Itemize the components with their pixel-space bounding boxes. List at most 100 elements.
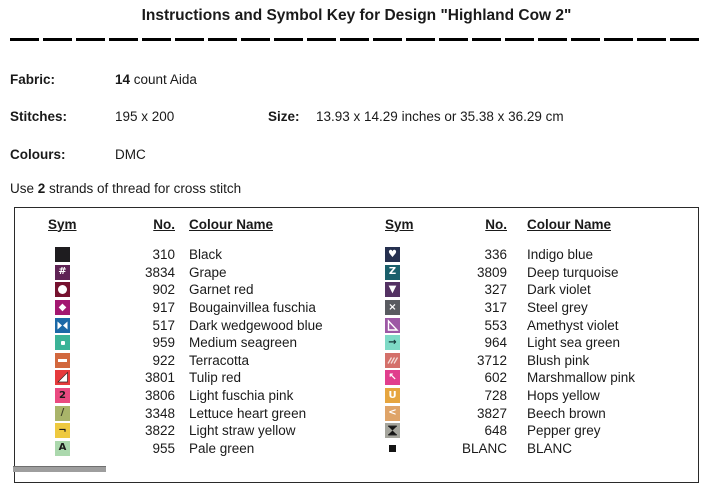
thread-number: 602 [484, 370, 507, 386]
symbol-swatch-text: 2 [55, 388, 70, 404]
symbol-swatch-hourglass [385, 423, 400, 439]
colour-name: Tulip red [189, 370, 242, 386]
thread-number: 955 [152, 440, 175, 456]
colour-name: Deep turquoise [527, 264, 619, 280]
header-no: No. [485, 216, 507, 232]
colour-name: Bougainvillea fuschia [189, 300, 316, 316]
symbol-glyph: U [388, 389, 397, 401]
symbol-cell [372, 352, 430, 370]
thread-number: 922 [152, 352, 175, 368]
symbol-glyph [389, 444, 396, 452]
symbol-swatch-text: # [55, 264, 70, 280]
symbol-swatch-text: U [385, 388, 400, 404]
symbol-glyph: ♥ [388, 248, 397, 260]
symbol-glyph: ¬ [58, 424, 67, 436]
symbol-cell [372, 422, 430, 440]
symbol-swatch-dash [55, 352, 70, 368]
header-colour-name: Colour Name [527, 216, 612, 232]
header-no: No. [153, 216, 175, 232]
symbol-cell: ↖ [372, 369, 430, 387]
symbol-glyph [60, 340, 65, 345]
symbol-swatch-text: ¬ [55, 423, 70, 439]
symbol-swatch-text: ♥ [385, 247, 400, 263]
symbol-glyph: / [60, 407, 65, 419]
colour-name: Grape [189, 264, 227, 280]
symbol-swatch-text: A [55, 440, 70, 456]
size-value: 13.93 x 14.29 inches or 35.38 x 36.29 cm [316, 109, 564, 124]
symbol-cell: ♥ [372, 246, 430, 264]
colour-name: Light sea green [527, 335, 621, 351]
thread-number: 3806 [144, 388, 175, 404]
thread-number: 336 [484, 247, 507, 263]
symbol-glyph: × [388, 301, 397, 313]
thread-number: 3809 [476, 264, 507, 280]
strands-note: Use 2 strands of thread for cross stitch [10, 181, 703, 196]
colour-name: Light straw yellow [189, 423, 296, 439]
symbol-glyph: A [58, 442, 67, 454]
symbol-swatch-text: Z [385, 264, 400, 280]
symbol-cell [15, 281, 83, 299]
symbol-swatch-tri-outline-bl [385, 317, 400, 333]
key-column-right: Sym No. Colour Name ♥ 336 Indigo blue Z 3809… [372, 212, 698, 457]
colour-name: Steel grey [527, 300, 588, 316]
symbol-cell: Z [372, 264, 430, 282]
header-colour-name: Colour Name [189, 216, 274, 232]
symbol-glyph: ◆ [58, 301, 67, 313]
colour-name: Dark violet [527, 282, 591, 298]
symbol-glyph: 2 [59, 389, 66, 401]
colour-name: BLANC [527, 440, 573, 456]
symbol-cell: U [372, 387, 430, 405]
colour-name: Indigo blue [527, 247, 594, 263]
symbol-swatch-small-square [385, 441, 400, 456]
symbol-cell [15, 316, 83, 334]
colour-name: Hops yellow [527, 388, 600, 404]
symbol-swatch-text: × [385, 300, 400, 316]
colour-name: Beech brown [527, 405, 606, 421]
symbol-glyph: # [58, 266, 67, 278]
symbol-cell: < [372, 404, 430, 422]
strands-count: 2 [37, 181, 46, 196]
horizontal-scrollbar-thumb[interactable] [13, 466, 106, 472]
stitches-value: 195 x 200 [115, 109, 175, 124]
symbol-cell: → [372, 334, 430, 352]
symbol-swatch-text: < [385, 405, 400, 421]
symbol-swatch-triple-slash [385, 352, 400, 368]
symbol-cell [372, 440, 430, 458]
colour-name: Medium seagreen [189, 335, 298, 351]
thread-number: 310 [152, 247, 175, 263]
colours-row: Colours: DMC [10, 147, 703, 162]
fabric-row: Fabric: 14 count Aida [10, 72, 703, 87]
symbol-cell: A [15, 440, 83, 458]
symbol-swatch-tri-br [55, 370, 70, 386]
symbol-cell: ▼ [372, 281, 430, 299]
symbol-cell [15, 246, 83, 264]
symbol-swatch-text: ↖ [385, 370, 400, 386]
symbol-cell: ¬ [15, 422, 83, 440]
colour-name: Pale green [189, 440, 255, 456]
thread-number: BLANC [461, 440, 507, 456]
colour-name: Black [189, 247, 223, 263]
stitches-row: Stitches: 195 x 200 Size: 13.93 x 14.29 inc… [10, 109, 703, 124]
symbol-swatch-text: ▼ [385, 282, 400, 298]
strands-prefix: Use [10, 181, 38, 196]
symbol-cell [15, 334, 83, 352]
colour-name: Blush pink [527, 352, 590, 368]
header-spacer [15, 236, 372, 246]
colour-name: Amethyst violet [527, 317, 619, 333]
fabric-value: count Aida [130, 72, 197, 87]
colours-value: DMC [115, 147, 146, 162]
thread-number: 317 [484, 300, 507, 316]
thread-number: 728 [484, 388, 507, 404]
thread-number: 327 [484, 282, 507, 298]
thread-number: 517 [152, 317, 175, 333]
symbol-glyph: < [388, 407, 397, 419]
symbol-key-table: Sym No. Colour Name 310 Black #3834 Grape 90… [14, 207, 699, 483]
colour-name: Dark wedgewood blue [189, 317, 323, 333]
colour-name: Lettuce heart green [189, 405, 307, 421]
colour-name: Pepper grey [527, 423, 601, 439]
symbol-glyph: ↖ [388, 371, 397, 383]
symbol-cell: # [15, 264, 83, 282]
page-title: Instructions and Symbol Key for Design "… [141, 7, 572, 24]
symbol-swatch-text: → [385, 335, 400, 351]
colour-name: Garnet red [189, 282, 254, 298]
